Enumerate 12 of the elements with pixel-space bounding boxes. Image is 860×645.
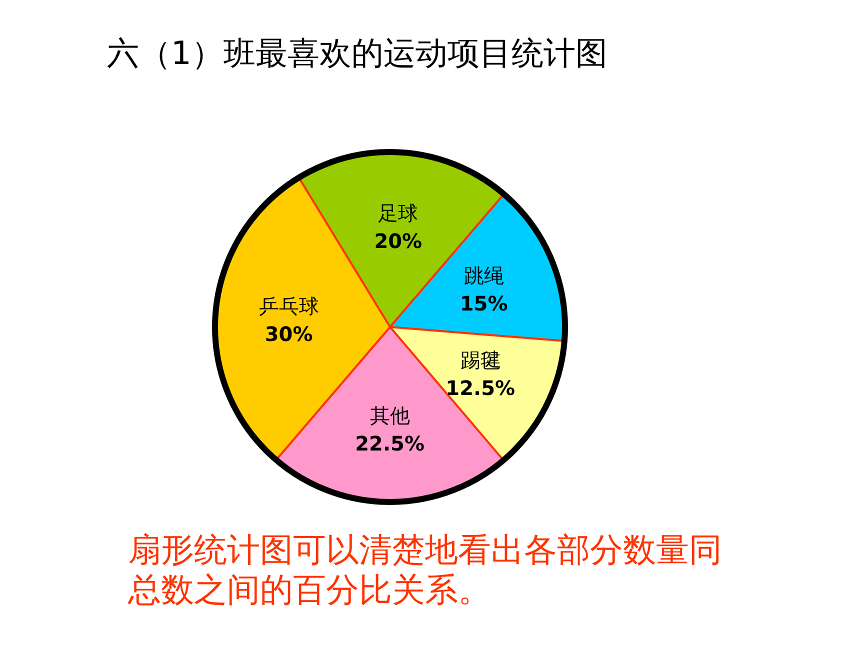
data-label: 22.5%: [355, 432, 425, 456]
slice-label: 足球: [378, 200, 418, 225]
data-label: 20%: [374, 228, 422, 253]
chart-title: 六（1）班最喜欢的运动项目统计图: [107, 33, 608, 74]
data-label: 15%: [460, 291, 508, 316]
slice-label: 跳绳: [464, 263, 504, 288]
slice-label: 其他: [370, 404, 410, 428]
data-label: 12.5%: [446, 376, 516, 400]
slice-label: 踢毽: [460, 348, 500, 372]
data-label: 30%: [264, 322, 313, 346]
slice-label: 乒乓球: [258, 294, 319, 318]
text: 扇形统计图可以清楚地看出各部分数量同总数之间的百分比关系。: [128, 530, 723, 610]
